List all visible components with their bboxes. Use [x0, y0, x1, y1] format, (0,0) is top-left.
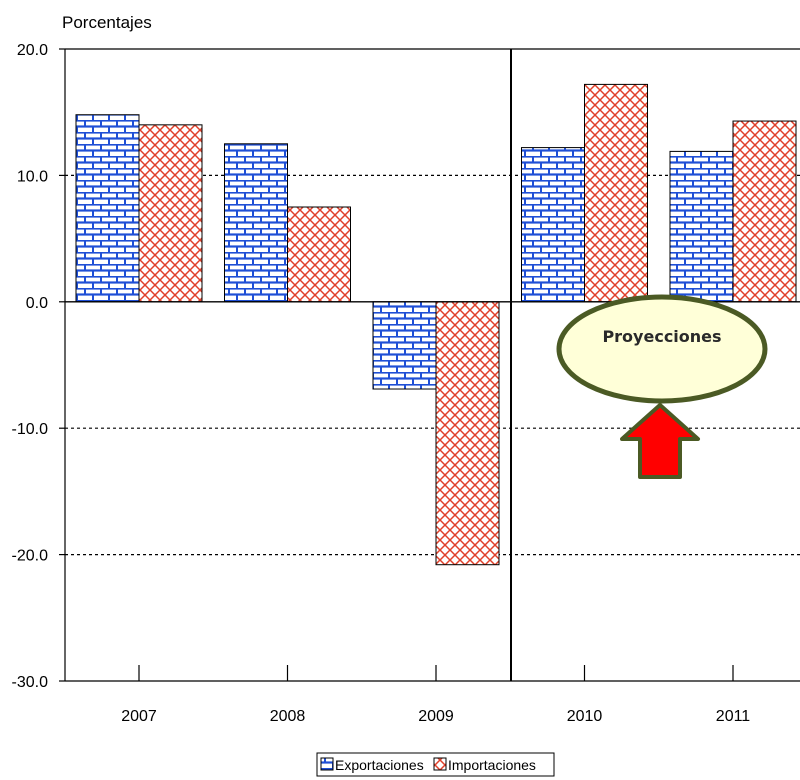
bar-exportaciones-2011 [669, 150, 734, 303]
y-tick-label: -10.0 [12, 421, 49, 438]
bar-exportaciones-2008 [224, 143, 288, 303]
y-tick-label: 10.0 [17, 168, 48, 185]
legend: Exportaciones Importaciones [316, 752, 555, 777]
bar-exportaciones-2009 [372, 301, 437, 390]
y-axis-label: Porcentajes [62, 13, 152, 32]
x-ticks: 2007 2008 2009 2010 2011 [121, 665, 750, 725]
legend-swatch-importaciones [433, 757, 447, 771]
y-tick-label: 20.0 [17, 42, 48, 59]
y-ticks: 20.0 10.0 0.0 -10.0 -20.0 -30.0 [12, 42, 65, 691]
bar-exportaciones-2007 [75, 114, 140, 303]
x-tick-label-2009: 2009 [418, 708, 454, 725]
x-tick-label-2010: 2010 [567, 708, 603, 725]
x-tick-label-2007: 2007 [121, 708, 157, 725]
projection-callout: Proyecciones [556, 294, 768, 479]
x-tick-label-2011: 2011 [716, 708, 751, 725]
bar-exportaciones-2010 [521, 147, 585, 303]
bar-importaciones-2008 [287, 206, 351, 303]
legend-label-importaciones: Importaciones [448, 757, 536, 773]
y-tick-label: -20.0 [12, 548, 49, 565]
y-tick-label: -30.0 [12, 674, 49, 691]
bar-importaciones-2010 [584, 83, 648, 303]
callout-ellipse [556, 294, 768, 404]
legend-label-exportaciones: Exportaciones [335, 757, 424, 773]
bar-importaciones-2009 [435, 301, 500, 566]
legend-swatch-exportaciones [320, 757, 334, 771]
bars [75, 83, 797, 566]
bar-importaciones-2007 [138, 124, 203, 303]
x-tick-label-2008: 2008 [270, 708, 306, 725]
y-tick-label: 0.0 [26, 295, 48, 312]
bar-importaciones-2011 [732, 120, 797, 303]
up-arrow-icon [620, 403, 700, 479]
axes [64, 48, 800, 682]
callout-text: Proyecciones [602, 327, 721, 346]
